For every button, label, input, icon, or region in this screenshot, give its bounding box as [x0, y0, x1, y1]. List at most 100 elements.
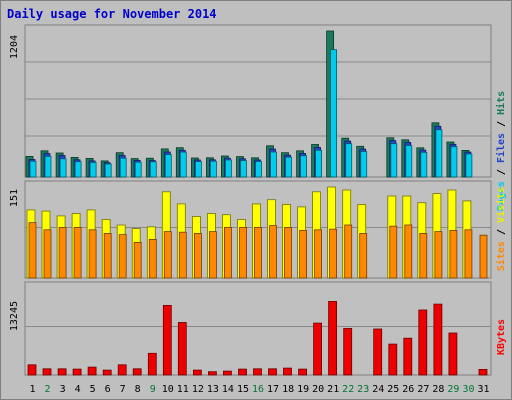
x-tick-label-day-11: 11 [177, 384, 189, 395]
bar-sites-day-23 [359, 232, 368, 279]
bar-sites-day-30 [464, 229, 473, 279]
bar-sites-day-31 [479, 234, 488, 279]
y-max-label-hits-files-pages: 1204 [9, 35, 20, 59]
bar-sites-day-5 [88, 229, 97, 279]
bar-kbytes-day-19 [298, 368, 308, 376]
y-max-label-kbytes: 13245 [9, 301, 20, 331]
legend-visits-sites: Sites / Visits [495, 187, 507, 271]
bar-kbytes-day-25 [388, 343, 398, 376]
bar-kbytes-day-2 [42, 368, 52, 376]
bar-sites-day-9 [148, 238, 157, 279]
bar-sites-day-22 [344, 224, 353, 279]
x-tick-label-day-25: 25 [387, 384, 399, 395]
bar-sites-day-20 [314, 229, 323, 279]
bar-pages-day-6 [104, 163, 112, 178]
x-tick-label-day-16: 16 [252, 384, 264, 395]
bar-pages-day-9 [149, 161, 157, 178]
bar-sites-day-7 [118, 234, 127, 279]
bar-kbytes-day-28 [433, 303, 443, 376]
bar-sites-day-29 [449, 229, 458, 279]
bar-sites-day-15 [239, 226, 247, 279]
bar-sites-day-18 [284, 226, 292, 279]
bar-pages-day-27 [420, 151, 428, 178]
x-tick-label-day-12: 12 [192, 384, 204, 395]
bar-pages-day-22 [345, 143, 353, 178]
bar-pages-day-30 [465, 153, 473, 178]
bar-kbytes-day-21 [328, 300, 338, 376]
chart-title: Daily usage for November 2014 [7, 7, 217, 21]
bar-pages-day-5 [89, 161, 97, 178]
bar-kbytes-day-24 [373, 328, 383, 376]
bar-pages-day-26 [405, 145, 413, 178]
bar-pages-day-8 [134, 161, 142, 178]
bar-sites-day-12 [193, 232, 202, 279]
bar-sites-day-8 [133, 241, 142, 279]
bar-kbytes-day-26 [403, 337, 413, 376]
bar-kbytes-day-6 [102, 369, 112, 376]
x-tick-label-day-31: 31 [477, 384, 489, 395]
x-tick-label-day-18: 18 [282, 384, 294, 395]
bar-sites-day-17 [269, 225, 277, 279]
plot-area-kbytes [24, 281, 492, 376]
x-tick-label-day-4: 4 [75, 384, 81, 395]
x-tick-label-day-9: 9 [150, 384, 156, 395]
x-tick-label-day-19: 19 [297, 384, 309, 395]
bar-sites-day-6 [103, 232, 112, 279]
bar-pages-day-12 [194, 161, 202, 178]
x-tick-label-day-5: 5 [90, 384, 96, 395]
x-tick-label-day-15: 15 [237, 384, 249, 395]
bar-kbytes-day-10 [162, 304, 172, 376]
x-tick-label-day-28: 28 [432, 384, 444, 395]
legend-entry: / [496, 163, 507, 181]
x-tick-label-day-3: 3 [60, 384, 66, 395]
bar-kbytes-day-1 [27, 364, 37, 376]
x-tick-label-day-7: 7 [120, 384, 126, 395]
bar-pages-day-29 [450, 146, 458, 178]
bar-pages-day-28 [435, 129, 443, 178]
x-tick-label-day-20: 20 [312, 384, 324, 395]
bar-pages-day-20 [315, 149, 323, 178]
bar-pages-day-2 [44, 155, 52, 178]
bar-kbytes-day-12 [192, 369, 202, 376]
bar-kbytes-day-14 [222, 370, 232, 376]
bar-pages-day-7 [119, 157, 127, 178]
legend-entry: Files [495, 133, 507, 163]
x-tick-label-day-2: 2 [44, 384, 50, 395]
bar-kbytes-day-16 [253, 368, 262, 376]
x-tick-label-day-27: 27 [417, 384, 429, 395]
bar-kbytes-day-11 [177, 322, 187, 376]
bar-kbytes-day-7 [117, 364, 127, 376]
bar-sites-day-21 [329, 228, 338, 279]
bar-sites-day-11 [178, 231, 187, 279]
bar-sites-day-26 [404, 224, 413, 279]
x-tick-label-day-8: 8 [135, 384, 141, 395]
bar-sites-day-3 [58, 226, 67, 279]
bar-sites-day-16 [254, 226, 262, 279]
bar-sites-day-25 [389, 225, 398, 279]
bar-pages-day-18 [285, 156, 292, 178]
bar-sites-day-14 [223, 226, 232, 279]
bar-pages-day-13 [209, 160, 217, 178]
legend-entry: / [496, 115, 507, 133]
x-tick-label-day-17: 17 [267, 384, 279, 395]
bar-kbytes-day-22 [343, 327, 353, 376]
bar-kbytes-day-15 [238, 368, 247, 376]
bar-pages-day-15 [240, 160, 247, 178]
bar-pages-day-21 [330, 49, 338, 178]
bar-pages-day-19 [300, 155, 308, 178]
x-tick-label-day-29: 29 [447, 384, 459, 395]
x-tick-label-day-24: 24 [372, 384, 384, 395]
legend-entry: KBytes [496, 319, 507, 355]
x-tick-label-day-30: 30 [462, 384, 474, 395]
bar-kbytes-day-20 [313, 322, 323, 376]
y-max-label-visits-sites: 151 [9, 189, 20, 207]
bar-kbytes-day-3 [57, 368, 67, 376]
bar-kbytes-day-4 [72, 368, 82, 376]
bar-pages-day-25 [390, 143, 398, 178]
legend-kbytes: KBytes [496, 319, 507, 355]
bar-pages-day-4 [74, 161, 82, 178]
bar-sites-day-27 [419, 232, 428, 279]
x-tick-label-day-21: 21 [327, 384, 339, 395]
bar-kbytes-day-8 [132, 368, 142, 376]
